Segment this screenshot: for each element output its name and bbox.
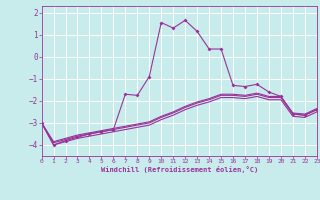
X-axis label: Windchill (Refroidissement éolien,°C): Windchill (Refroidissement éolien,°C) (100, 166, 258, 173)
